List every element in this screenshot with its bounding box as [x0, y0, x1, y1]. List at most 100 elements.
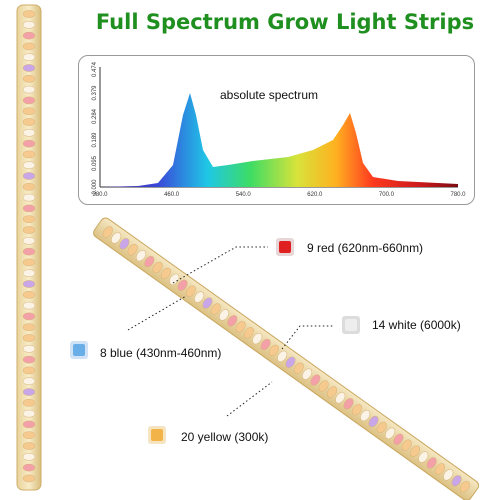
spectrum-chart: 380.0 460.0 540.0 620.0 700.0 780.0 0.000 0.09… [92, 61, 466, 198]
diagonal-led [111, 232, 122, 244]
vertical-led [22, 10, 36, 18]
diagonal-led [409, 445, 421, 457]
vertical-led [22, 172, 36, 180]
vertical-led [22, 301, 36, 310]
diagonal-led [202, 297, 213, 309]
diagonal-led [368, 415, 379, 428]
diagonal-led [343, 398, 354, 410]
diagonal-led [393, 433, 404, 445]
diagonal-led [169, 273, 180, 286]
diagonal-led [418, 451, 429, 463]
diagonal-led [194, 291, 205, 303]
leader-red [172, 246, 268, 284]
vertical-led [22, 409, 36, 418]
vertical-led [22, 236, 36, 245]
vertical-led [22, 42, 36, 51]
vertical-led [22, 344, 36, 353]
vertical-led [22, 150, 36, 159]
diagonal-led [443, 469, 454, 481]
vertical-led [22, 74, 36, 83]
x-tick-label: 620.0 [307, 192, 323, 198]
vertical-led [22, 366, 36, 375]
y-tick-label: 0.379 [92, 85, 98, 101]
vertical-led [22, 247, 36, 256]
diagonal-led [219, 309, 230, 321]
vertical-led [22, 204, 36, 213]
vertical-led [22, 215, 36, 224]
vertical-led [22, 442, 36, 450]
diagonal-led [426, 457, 437, 469]
diagonal-led [235, 321, 246, 333]
yellow-label: 20 yellow (300k) [181, 430, 269, 444]
x-tick-label: 540.0 [236, 192, 252, 198]
vertical-led [22, 312, 36, 321]
diagonal-led [401, 439, 412, 451]
vertical-led [22, 377, 36, 386]
diagonal-led [285, 356, 296, 368]
diagonal-led [252, 332, 263, 345]
spectrum-curve [100, 93, 458, 187]
vertical-led [22, 355, 36, 364]
diagonal-led [360, 409, 371, 422]
diagonal-led [268, 344, 279, 357]
vertical-led [22, 107, 36, 116]
y-tick-label: 0.189 [92, 132, 98, 148]
vertical-led [22, 290, 36, 299]
yellow-swatch [148, 426, 166, 444]
vertical-led [22, 463, 36, 472]
vertical-led [22, 118, 36, 126]
diagonal-led [127, 244, 138, 256]
vertical-led [22, 182, 36, 191]
diagonal-led [177, 279, 188, 291]
y-tick-label: 0.095 [92, 155, 98, 171]
vertical-led [22, 420, 36, 429]
vertical-led [22, 64, 36, 72]
vertical-led [22, 139, 36, 148]
vertical-led [22, 193, 36, 202]
diagonal-led [302, 368, 313, 380]
vertical-led [22, 280, 36, 288]
y-tick-label: 0.474 [92, 61, 98, 77]
vertical-led [22, 20, 36, 29]
vertical-led [22, 161, 36, 170]
diagonal-led [351, 404, 362, 416]
vertical-led [22, 53, 36, 62]
vertical-led [22, 388, 36, 396]
vertical-led [22, 96, 36, 105]
diagonal-led [160, 267, 171, 280]
white-swatch [342, 316, 360, 334]
diagonal-led [459, 481, 470, 493]
x-tick-label: 380.0 [92, 192, 108, 198]
vertical-led [22, 398, 36, 407]
blue-label: 8 blue (430nm-460nm) [100, 346, 222, 360]
white-label: 14 white (6000k) [372, 318, 461, 332]
vertical-led [22, 31, 36, 40]
diagonal-led [293, 362, 304, 374]
red-swatch [276, 238, 294, 256]
page-title: Full Spectrum Grow Light Strips [95, 10, 475, 34]
diagonal-led [376, 421, 387, 434]
vertical-led [22, 85, 36, 94]
diagonal-led [135, 250, 147, 262]
diagonal-led [102, 226, 113, 238]
vertical-light-strip [16, 4, 42, 491]
vertical-led [22, 226, 36, 234]
diagonal-led [210, 303, 221, 315]
diagonal-led [260, 338, 271, 351]
spectrum-label: absolute spectrum [220, 88, 319, 102]
x-tick-label: 780.0 [450, 192, 466, 198]
diagonal-led [310, 374, 321, 386]
y-tick-label: 0.000 [92, 179, 98, 195]
vertical-led [22, 128, 36, 137]
vertical-led [22, 474, 36, 483]
diagonal-led [385, 427, 396, 440]
diagonal-led [326, 386, 337, 398]
blue-swatch [70, 341, 88, 359]
diagonal-led [335, 392, 346, 404]
diagonal-led [185, 285, 196, 297]
red-label: 9 red (620nm-660nm) [307, 241, 424, 255]
diagonal-led [243, 327, 254, 339]
diagonal-led [119, 238, 130, 250]
y-tick-label: 0.284 [92, 108, 98, 124]
